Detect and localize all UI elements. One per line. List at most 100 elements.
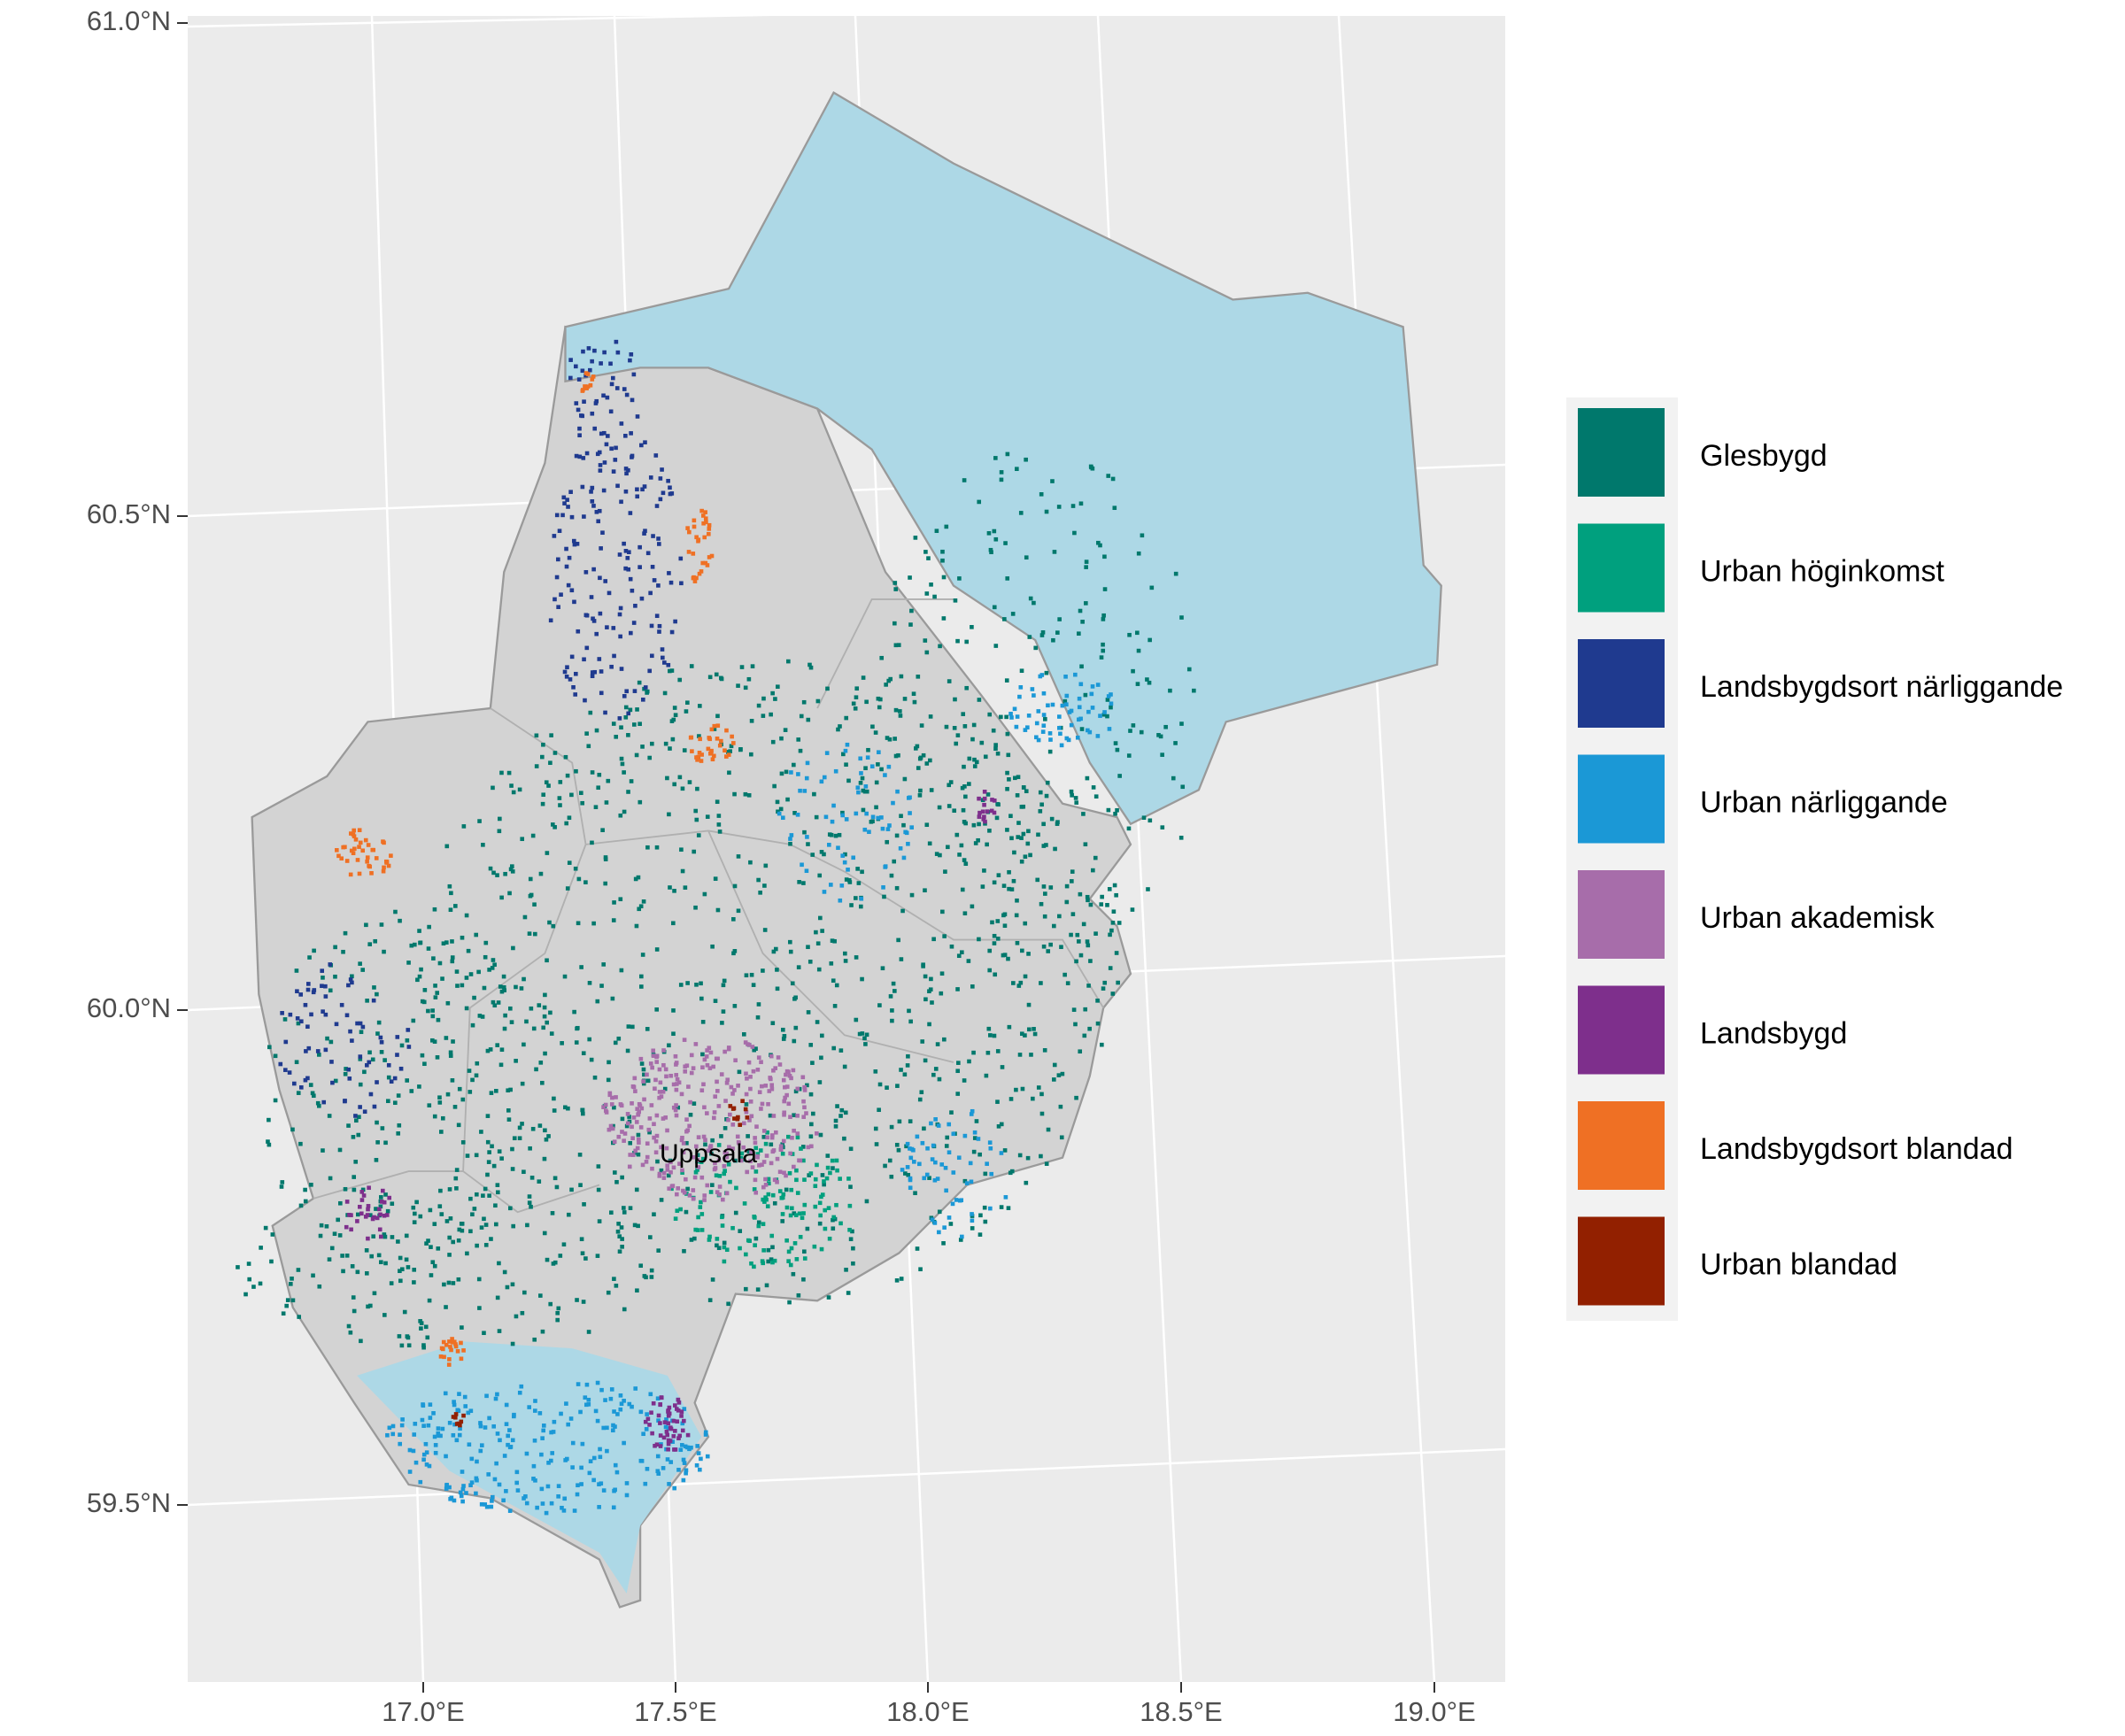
area-cell [770,1149,776,1154]
area-cell [507,1445,513,1450]
area-cell [812,791,816,797]
area-cell [783,1084,787,1090]
area-cell [767,1181,771,1186]
area-cell [769,1257,774,1261]
area-cell [507,1428,512,1432]
area-cell [719,1072,724,1076]
area-cell [756,703,761,708]
area-cell [654,1442,660,1447]
area-cell [1109,928,1114,933]
area-cell [908,622,913,627]
area-cell [614,1095,618,1099]
area-cell [770,1260,775,1265]
area-cell [909,1146,915,1152]
area-cell [790,981,795,986]
area-cell [382,1213,387,1218]
area-cell [618,1407,623,1412]
area-cell [656,583,661,588]
area-cell [618,1393,623,1398]
region-water [564,91,1442,826]
area-cell [928,714,933,719]
area-cell [678,1207,683,1212]
area-cell [1173,741,1178,745]
area-cell [430,1014,436,1019]
area-cell [460,1325,464,1330]
area-cell [732,1004,738,1008]
area-cell [699,569,704,574]
area-cell [677,1161,682,1166]
area-cell [561,1508,567,1513]
area-cell [447,1357,452,1362]
area-cell [1044,1161,1049,1166]
area-cell [687,1123,692,1129]
area-cell [1192,688,1196,693]
area-cell [908,1146,912,1151]
area-cell [1077,696,1082,701]
area-cell [860,1031,865,1036]
area-cell [592,348,597,353]
area-cell [622,1307,627,1312]
area-cell [983,1171,988,1177]
area-cell [753,1140,758,1146]
area-cell [1002,1148,1008,1153]
area-cell [927,841,932,846]
area-cell [719,738,723,744]
area-cell [923,638,928,643]
area-cell [713,1161,717,1166]
area-cell [804,868,809,874]
area-cell [690,749,694,753]
area-cell [432,1222,437,1226]
area-cell [629,352,634,357]
area-cell [572,1009,576,1015]
area-cell [662,691,668,696]
area-cell [667,1043,671,1048]
area-cell [846,778,851,783]
area-cell [551,923,556,929]
area-cell [429,1245,433,1249]
area-cell [487,968,491,972]
area-cell [603,1398,607,1402]
area-cell [676,1397,681,1402]
area-cell [992,933,997,938]
area-cell [716,1104,722,1108]
area-cell [775,1179,779,1184]
area-cell [908,575,912,580]
area-cell [366,1207,370,1212]
area-cell [478,1448,483,1454]
area-cell [1168,688,1172,693]
area-cell [665,1163,670,1168]
area-cell [411,1018,416,1023]
area-cell [504,1489,508,1493]
area-cell [700,1052,705,1057]
area-cell [514,1314,519,1319]
area-cell [343,1186,348,1192]
area-cell [746,1042,752,1047]
area-cell [614,386,620,390]
area-cell [770,739,776,745]
area-cell [967,756,972,761]
area-cell [681,1150,686,1155]
area-cell [555,1317,560,1323]
area-cell [606,434,610,438]
area-cell [615,1412,620,1416]
area-cell [421,1403,426,1408]
area-cell [766,1177,771,1182]
area-cell [806,842,810,846]
area-cell [1018,685,1024,690]
area-cell [1041,944,1047,949]
area-cell [396,1131,401,1136]
area-cell [328,1039,334,1045]
area-cell [928,758,932,763]
area-cell [781,1138,786,1144]
area-cell [515,1488,521,1493]
area-cell [716,814,722,818]
area-cell [715,1190,720,1194]
area-cell [854,695,859,700]
area-cell [835,1168,839,1173]
x-tick-label: 17.5°E [634,1696,716,1727]
area-cell [661,655,665,660]
area-cell [365,1213,370,1217]
area-cell [933,1160,938,1165]
area-cell [590,485,595,490]
area-cell [848,1184,853,1189]
